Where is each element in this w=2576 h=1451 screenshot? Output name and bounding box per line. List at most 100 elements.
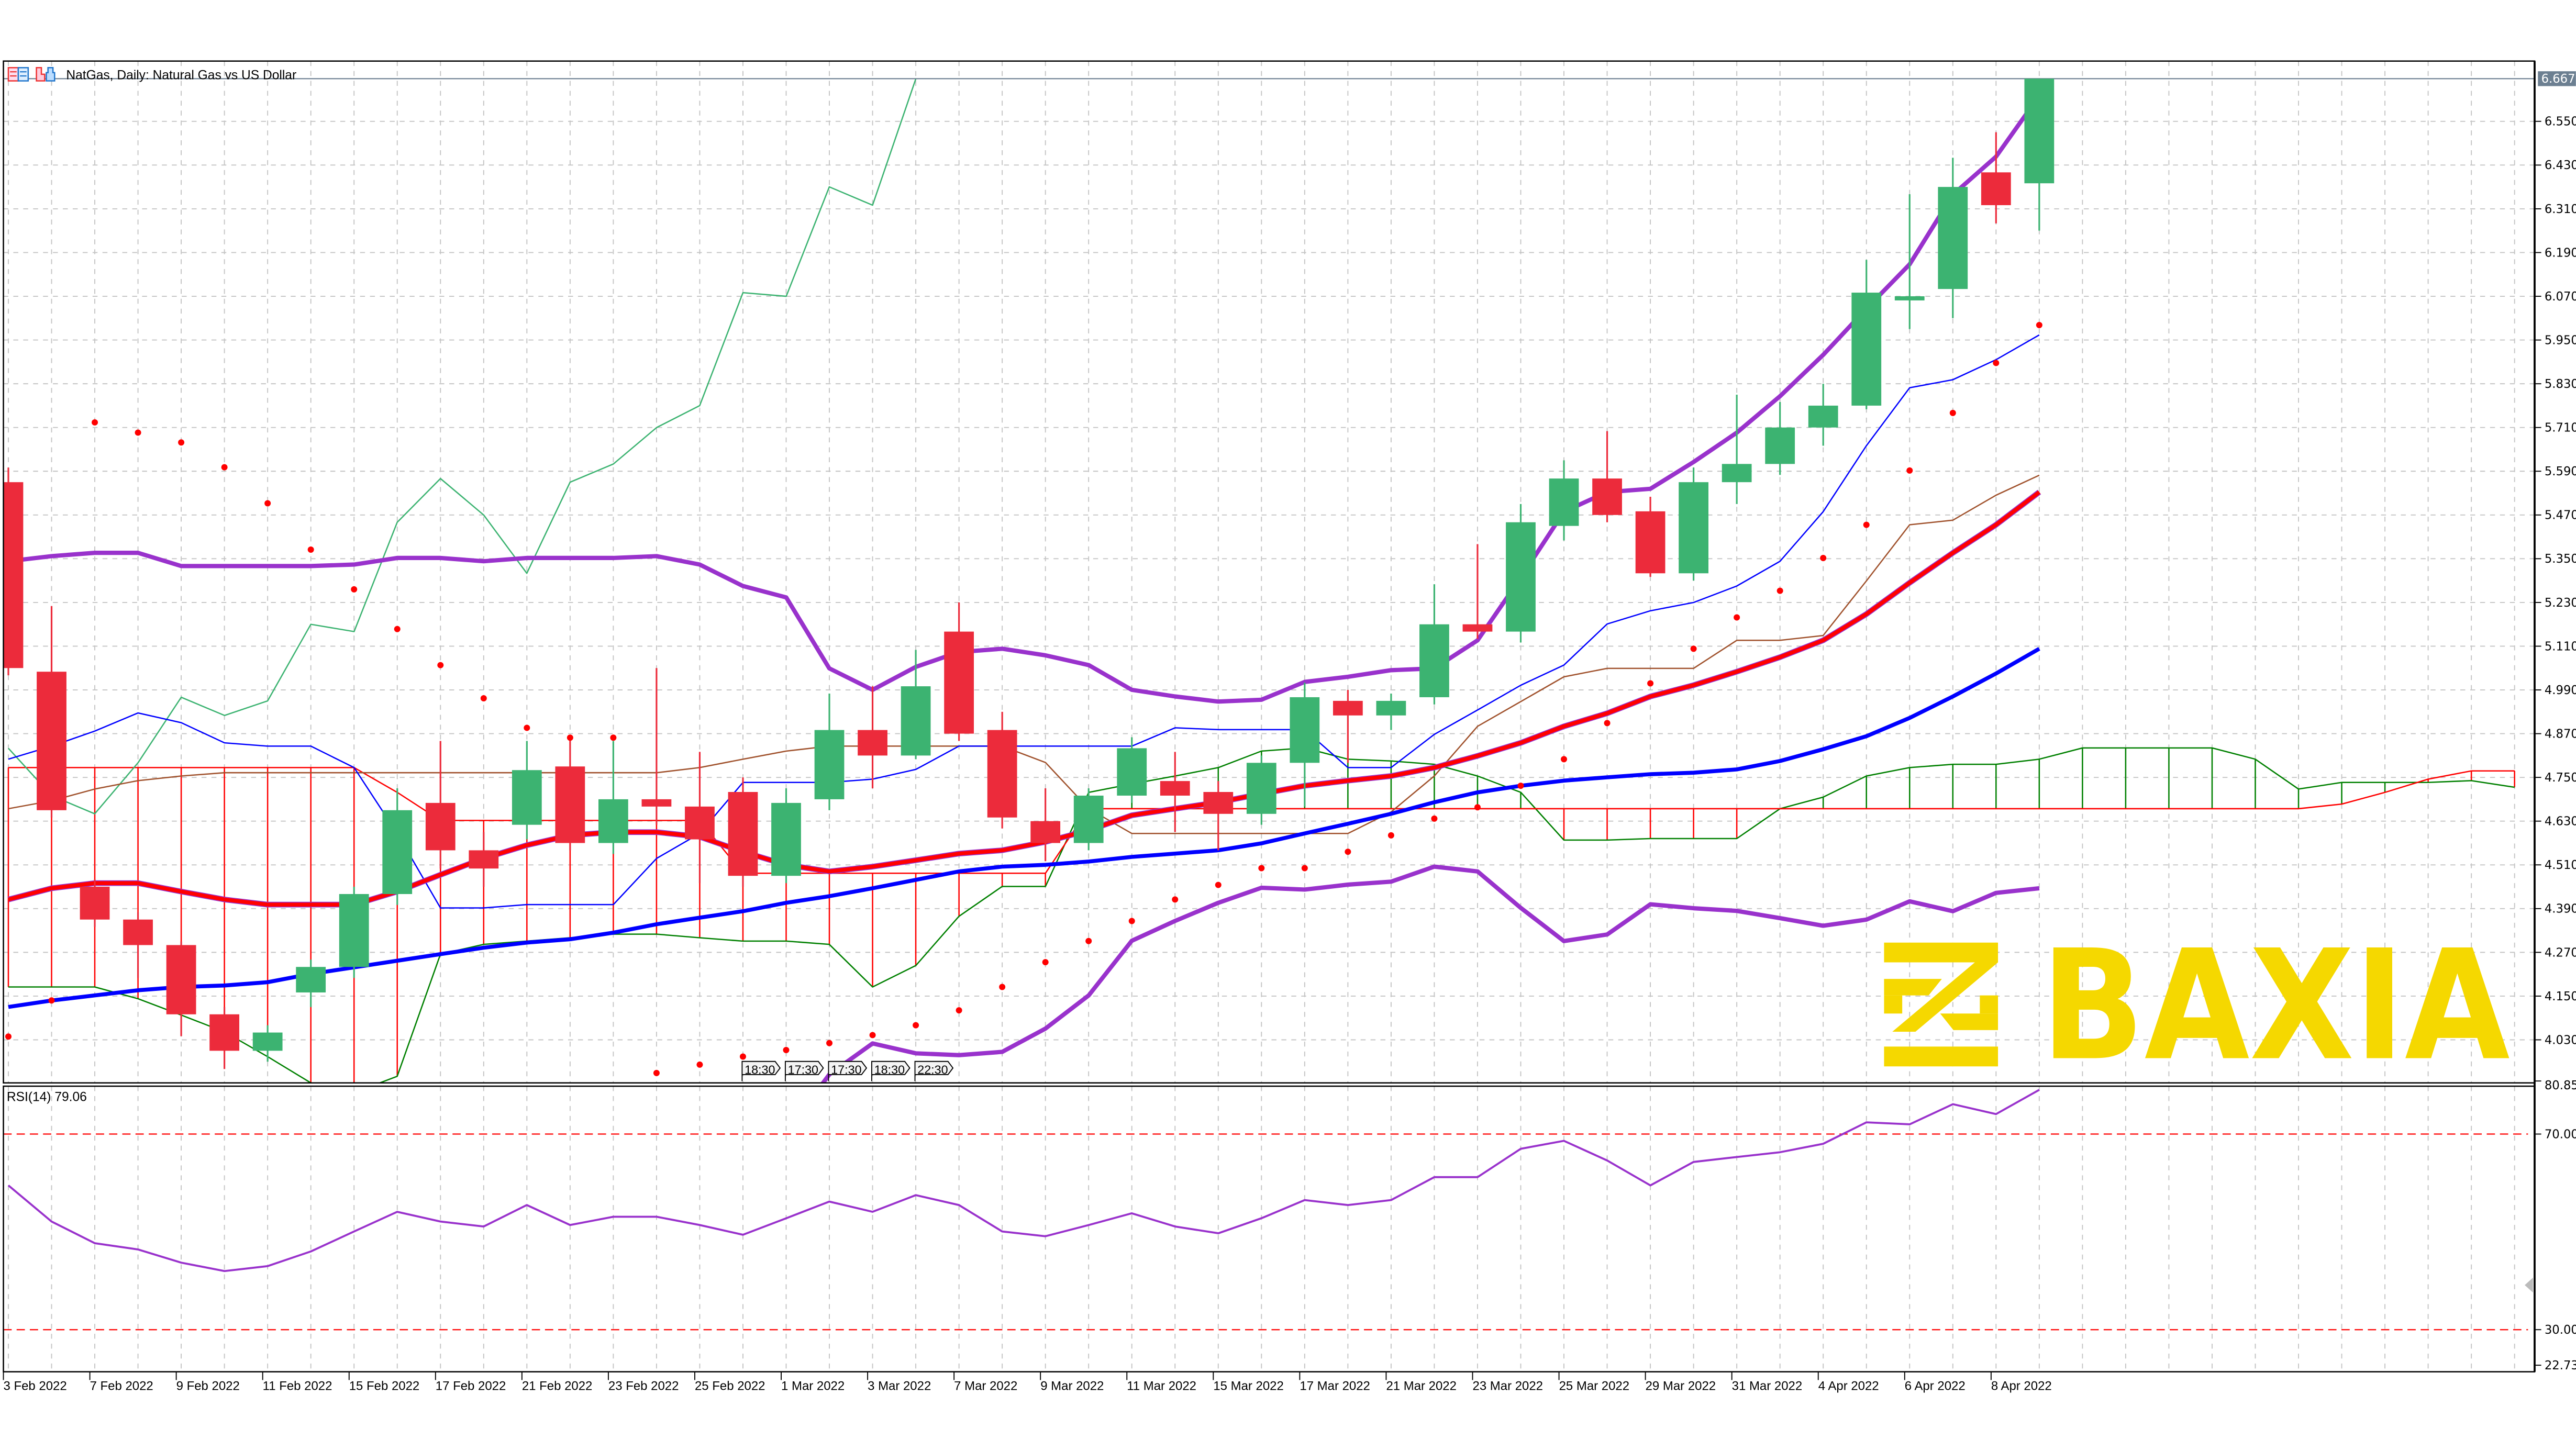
y-tick-label: 5.710 (2545, 421, 2576, 435)
candle (728, 777, 758, 887)
candle-body (1506, 522, 1536, 632)
rsi-y-tick-label: 22.73 (2545, 1359, 2576, 1372)
x-tick-label: 17 Mar 2022 (1300, 1379, 1370, 1393)
candle-body (685, 806, 715, 840)
x-tick-label: 17 Feb 2022 (436, 1379, 506, 1393)
candle (2024, 79, 2055, 231)
last-price-badge (2538, 71, 2576, 86)
candles (3, 79, 2055, 1069)
sar-dot (1993, 360, 2000, 366)
x-tick-label: 3 Mar 2022 (868, 1379, 931, 1393)
candle (944, 602, 974, 741)
sar-dot (351, 586, 358, 593)
time-flag[interactable]: 18:30 (871, 1061, 911, 1081)
time-flag[interactable]: 17:30 (784, 1061, 824, 1081)
candle (1679, 467, 1708, 581)
grid (3, 61, 2535, 1372)
chart-title: NatGas, Daily: Natural Gas vs US Dollar (66, 68, 296, 82)
x-tick-label: 25 Feb 2022 (695, 1379, 765, 1393)
sar-dot (1863, 521, 1870, 528)
candle-body (123, 919, 153, 945)
candle (641, 668, 672, 825)
candle-body (1419, 624, 1449, 697)
sar-dot (999, 984, 1006, 990)
candle-body (1722, 464, 1752, 483)
sar-dot (826, 1040, 833, 1046)
candle-body (728, 792, 758, 876)
sar-dot (524, 724, 530, 731)
sar-dot (653, 1069, 660, 1076)
candle (555, 737, 585, 851)
time-flag[interactable]: 18:30 (741, 1061, 781, 1081)
sar-dot (913, 1022, 919, 1029)
time-flag[interactable]: 17:30 (828, 1061, 868, 1081)
chart-template-icon[interactable] (36, 67, 55, 82)
x-tick-label: 9 Mar 2022 (1040, 1379, 1104, 1393)
candle-body (944, 631, 974, 734)
x-tick-label: 1 Mar 2022 (781, 1379, 845, 1393)
time-flag-label: 18:30 (745, 1063, 775, 1076)
rsi-pane-border (3, 1085, 2536, 1372)
candle (1506, 504, 1536, 643)
candle-body (469, 850, 499, 869)
rsi-scroll-marker-icon[interactable] (2525, 1277, 2533, 1293)
y-tick-label: 4.270 (2545, 946, 2576, 959)
sar-dot (1042, 959, 1049, 966)
y-tick-label: 5.350 (2545, 552, 2576, 566)
sar-dot (1387, 832, 1394, 839)
senkou-span-a-line (8, 747, 2515, 1083)
sar-dot (1561, 756, 1568, 763)
sar-dot (1215, 881, 1222, 888)
y-tick-label: 4.750 (2545, 771, 2576, 785)
kijun-sen-line (8, 474, 2040, 834)
candle (1722, 395, 1752, 504)
y-tick-label: 5.110 (2545, 640, 2576, 653)
y-tick-label: 4.990 (2545, 684, 2576, 697)
bollinger-lower-line (820, 864, 2040, 1083)
y-tick-label: 5.830 (2545, 377, 2576, 391)
rsi-y-tick-label: 70.00 (2545, 1128, 2576, 1141)
y-tick-label: 4.390 (2545, 902, 2576, 916)
candle-body (1549, 478, 1579, 526)
x-tick-label: 9 Feb 2022 (176, 1379, 240, 1393)
y-tick-label: 4.510 (2545, 858, 2576, 872)
sar-dot (264, 500, 271, 507)
time-flag-label: 17:30 (788, 1063, 818, 1076)
candle-body (987, 730, 1017, 818)
candle-body (252, 1032, 283, 1051)
indicator-list-icon[interactable] (7, 67, 29, 82)
candle-body (1462, 624, 1493, 632)
chart-header: NatGas, Daily: Natural Gas vs US Dollar (7, 67, 296, 82)
candle (1808, 384, 1838, 446)
x-tick-label: 23 Feb 2022 (608, 1379, 679, 1393)
candle (37, 606, 66, 818)
candle-body (80, 887, 110, 920)
candle-body (555, 766, 585, 843)
y-tick-label: 6.430 (2545, 159, 2576, 172)
time-flag[interactable]: 22:30 (914, 1061, 954, 1081)
bollinger-middle-line (8, 490, 2041, 907)
y-tick-label: 6.550 (2545, 115, 2576, 129)
candle-body (814, 730, 845, 799)
candle-body (1808, 405, 1838, 428)
y-tick-label: 4.630 (2545, 815, 2576, 829)
x-tick-label: 21 Mar 2022 (1386, 1379, 1457, 1393)
candle (166, 941, 196, 1036)
rsi-y-tick-label: 30.00 (2545, 1323, 2576, 1337)
candle (685, 752, 715, 884)
candle (1765, 401, 1795, 475)
candle (123, 912, 153, 978)
rsi-pane (3, 1089, 2528, 1331)
candle (296, 959, 326, 1007)
sar-dot (1647, 680, 1654, 687)
candle-body (1851, 293, 1882, 406)
candle (901, 650, 931, 760)
candle (598, 741, 628, 854)
sar-dot (567, 734, 573, 741)
candle (1549, 460, 1579, 541)
candle-body (425, 802, 456, 851)
candle (1376, 693, 1406, 730)
y-tick-label: 4.030 (2545, 1033, 2576, 1047)
sar-dot (1085, 937, 1092, 944)
